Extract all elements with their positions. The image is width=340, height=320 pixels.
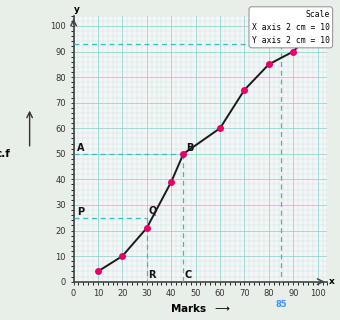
- Point: [95, 269, 101, 274]
- Point: [144, 225, 150, 230]
- Point: [315, 23, 320, 28]
- X-axis label: Marks  $\longrightarrow$: Marks $\longrightarrow$: [170, 302, 231, 315]
- Text: B: B: [186, 143, 193, 153]
- Text: 85: 85: [275, 300, 287, 308]
- Point: [242, 87, 247, 92]
- Point: [217, 126, 223, 131]
- Point: [291, 49, 296, 54]
- Text: y: y: [73, 5, 80, 14]
- Text: Scale
X axis 2 cm = 10
Y axis 2 cm = 10: Scale X axis 2 cm = 10 Y axis 2 cm = 10: [252, 10, 330, 45]
- Text: C: C: [185, 270, 192, 280]
- Point: [266, 62, 272, 67]
- Text: c.f: c.f: [0, 148, 11, 159]
- Point: [169, 180, 174, 185]
- Text: P: P: [77, 207, 84, 217]
- Text: A: A: [77, 143, 85, 153]
- Text: R: R: [148, 270, 155, 280]
- Text: x: x: [329, 277, 335, 286]
- Point: [181, 151, 186, 156]
- Point: [120, 253, 125, 259]
- Text: Q: Q: [149, 206, 157, 216]
